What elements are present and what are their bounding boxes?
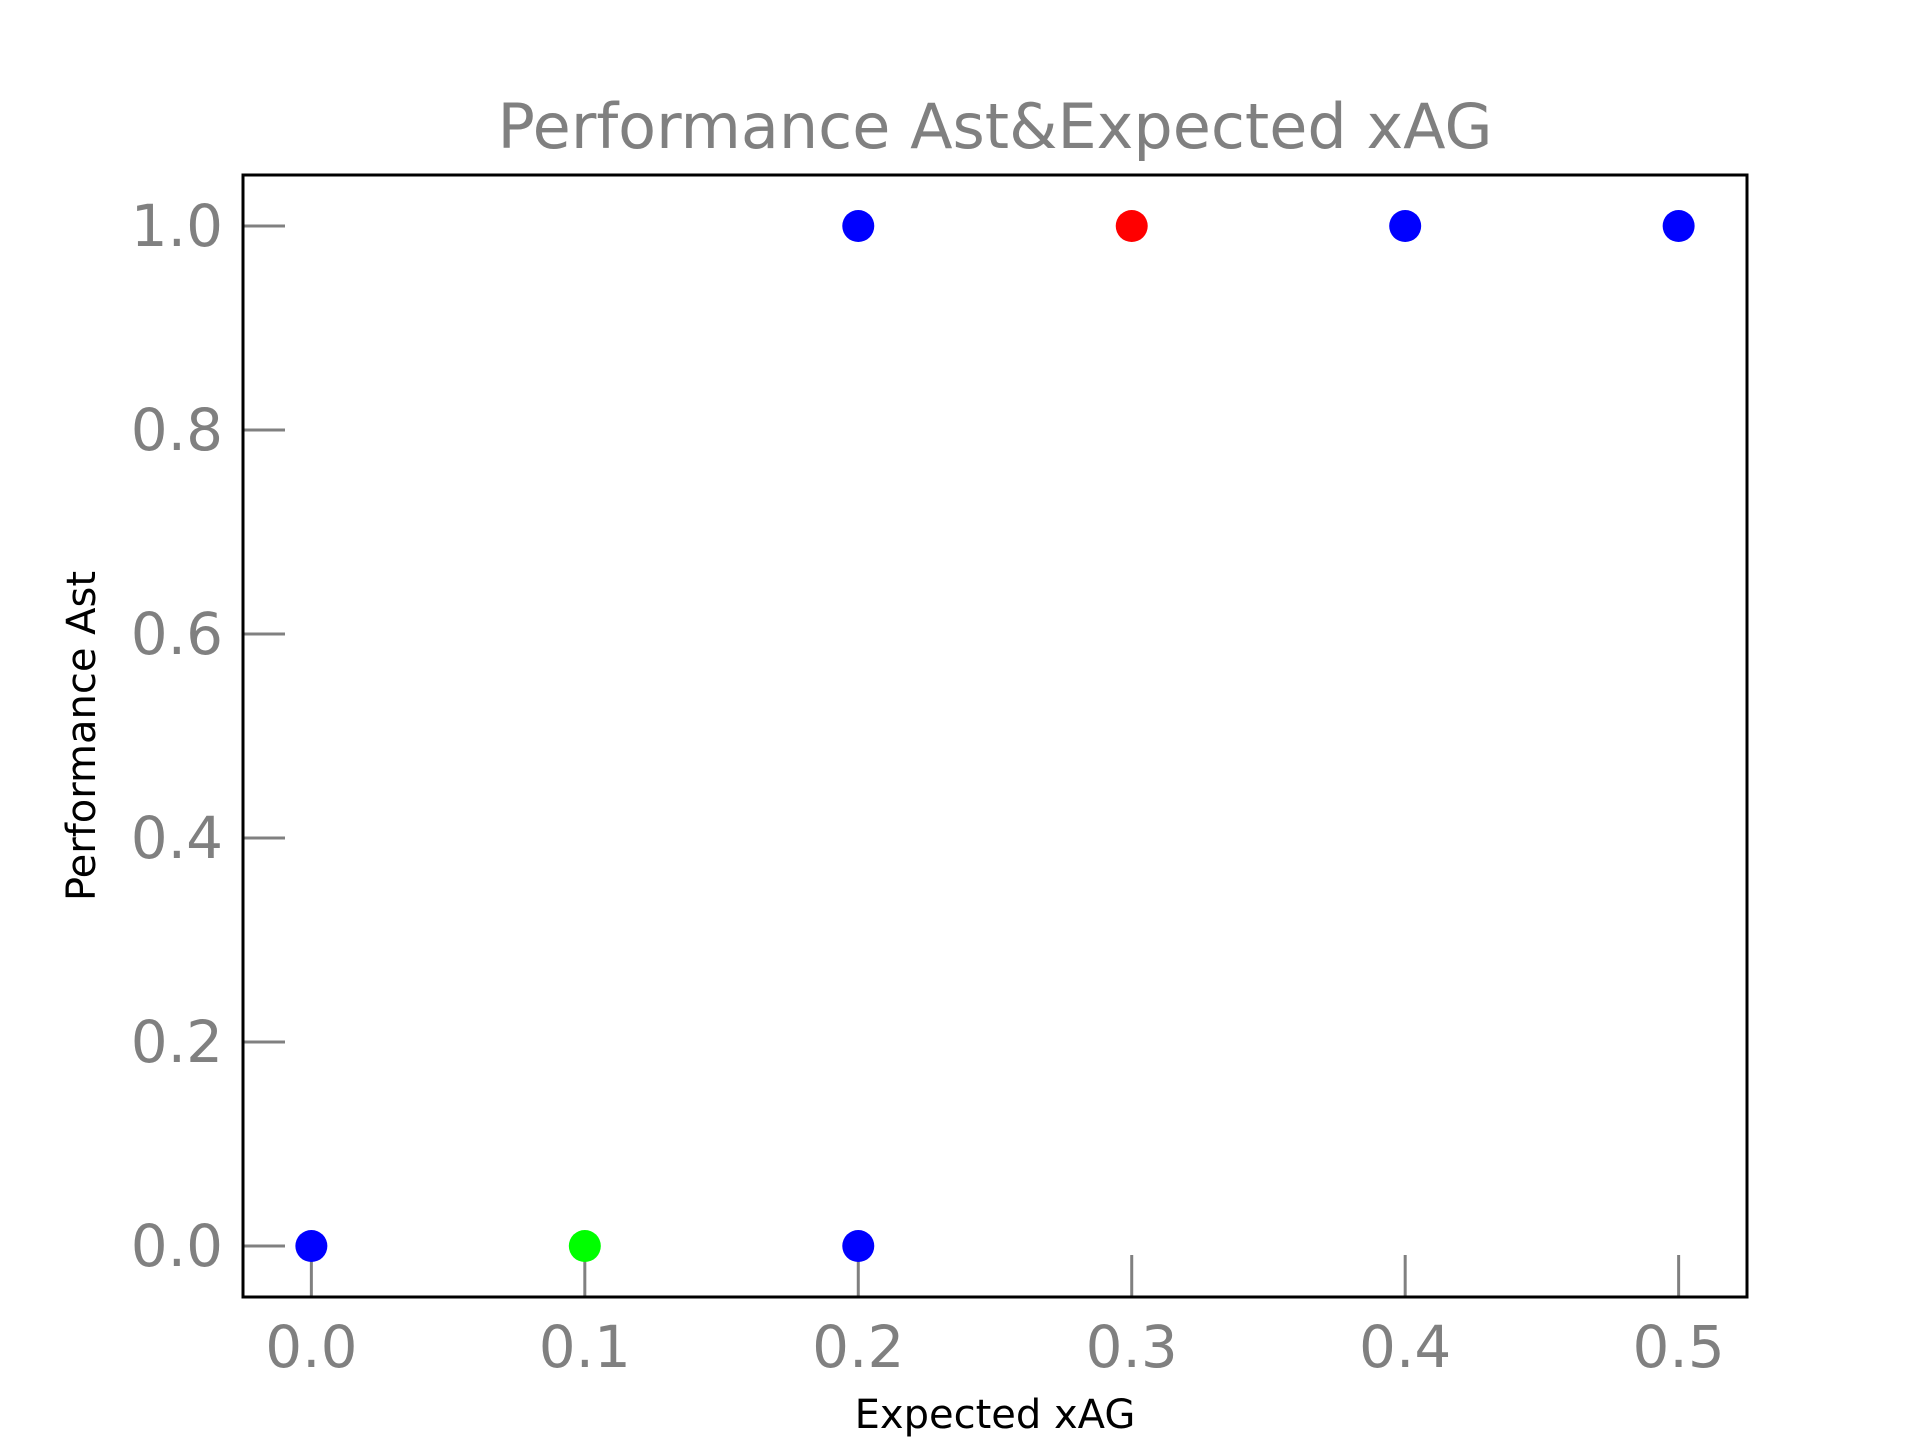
x-tick-label: 0.2 — [812, 1313, 904, 1381]
ticks-layer: 0.0 0.1 0.2 0.3 0.4 0.5 0.0 0.2 0.4 0.6 0.8 1.0 — [131, 192, 1725, 1381]
x-axis-label: Expected xAG — [855, 1392, 1136, 1438]
chart-title: Performance Ast&Expected xAG — [498, 90, 1493, 163]
y-tick-label: 0.4 — [131, 804, 223, 872]
y-tick-label: 0.0 — [131, 1212, 223, 1280]
data-point — [842, 210, 875, 242]
data-point — [1115, 210, 1148, 242]
data-point — [842, 1230, 875, 1262]
x-tick-label: 0.5 — [1633, 1313, 1725, 1381]
plot-frame — [241, 173, 1749, 1299]
x-tick-label: 0.3 — [1086, 1313, 1178, 1381]
points-layer — [295, 210, 1695, 1262]
y-tick-label: 0.6 — [131, 600, 223, 668]
data-point — [1662, 210, 1695, 242]
y-tick-label: 0.2 — [131, 1008, 223, 1076]
y-axis-label: Performance Ast — [59, 571, 105, 901]
data-point — [1389, 210, 1422, 242]
data-point — [295, 1230, 328, 1262]
y-tick-label: 1.0 — [131, 192, 223, 260]
x-tick-label: 0.0 — [265, 1313, 357, 1381]
y-tick-label: 0.8 — [131, 396, 223, 464]
x-tick-label: 0.4 — [1359, 1313, 1451, 1381]
x-tick-label: 0.1 — [539, 1313, 631, 1381]
data-point — [568, 1230, 601, 1262]
